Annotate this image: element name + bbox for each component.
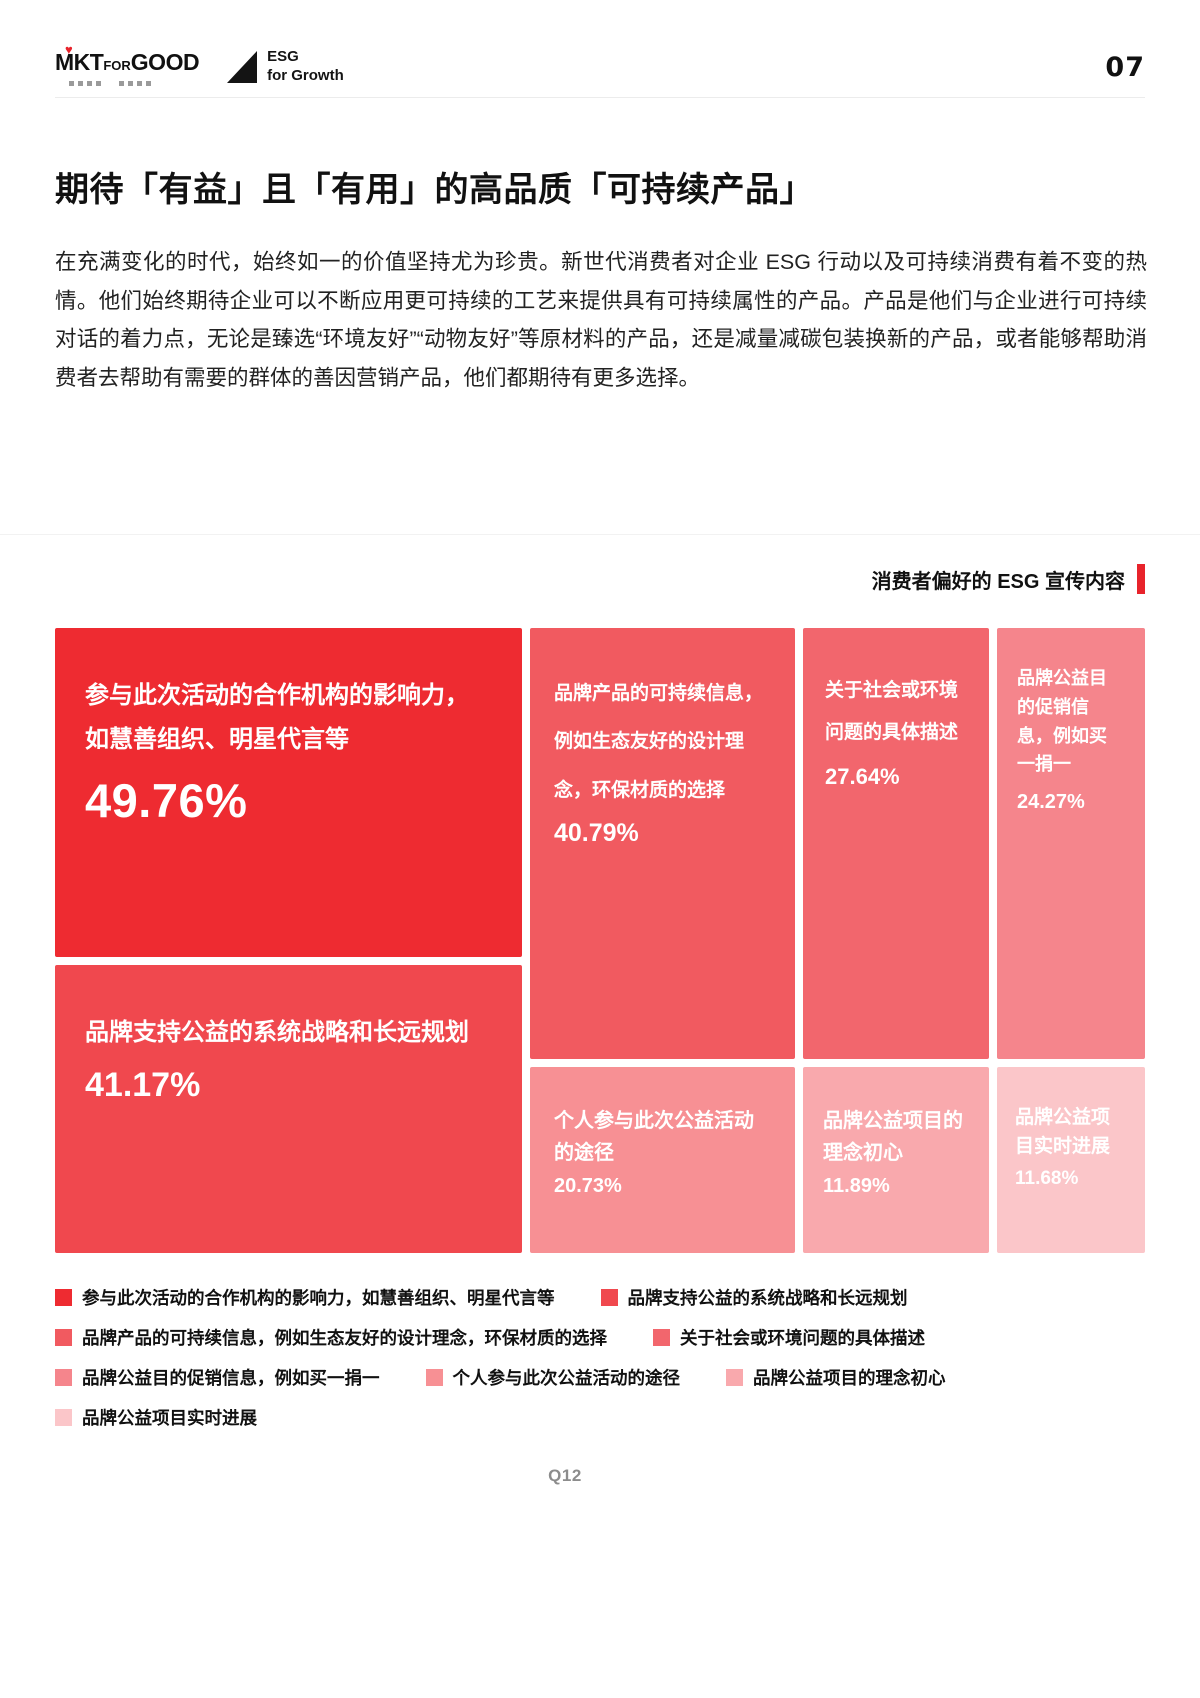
legend-label: 品牌公益目的促销信息，例如买一捐一 xyxy=(82,1368,380,1388)
block-label: 品牌公益目的促销信息，例如买一捐一 xyxy=(1017,668,1107,775)
treemap-block-sustainable-info: 品牌产品的可持续信息，例如生态友好的设计理念，环保材质的选择 40.79% xyxy=(530,628,795,1059)
legend-label: 品牌公益项目实时进展 xyxy=(82,1408,257,1428)
block-value: 11.89% xyxy=(823,1175,890,1197)
treemap-column-3: 关于社会或环境问题的具体描述 27.64% 品牌公益项目的理念初心 11.89% xyxy=(803,628,989,1253)
legend-label: 个人参与此次公益活动的途径 xyxy=(452,1368,681,1388)
logo-word-for: FOR xyxy=(103,57,131,73)
esg-logo-line2: for Growth xyxy=(267,67,344,84)
treemap-block-issue-description: 关于社会或环境问题的具体描述 27.64% xyxy=(803,628,989,1059)
treemap-block-project-mission: 品牌公益项目的理念初心 11.89% xyxy=(803,1067,989,1253)
legend-item: 个人参与此次公益活动的途径 xyxy=(425,1365,681,1390)
logo-letter-m: M xyxy=(55,48,74,75)
legend-item: 品牌支持公益的系统战略和长远规划 xyxy=(600,1285,908,1310)
mkt-logo-text: MKTFORGOOD xyxy=(55,48,200,76)
legend-label: 品牌产品的可持续信息，例如生态友好的设计理念，环保材质的选择 xyxy=(82,1328,607,1348)
legend-swatch xyxy=(55,1409,72,1426)
legend-swatch xyxy=(55,1289,72,1306)
block-label: 个人参与此次公益活动的途径 xyxy=(554,1110,754,1164)
esg-for-growth-logo: ESG for Growth xyxy=(227,48,344,86)
heart-icon: ♥ xyxy=(65,41,73,57)
legend-swatch xyxy=(425,1369,443,1386)
legend-item: 品牌产品的可持续信息，例如生态友好的设计理念，环保材质的选择 xyxy=(55,1325,607,1350)
treemap-block-strategy-plan: 品牌支持公益的系统战略和长远规划 41.17% xyxy=(55,965,522,1253)
block-value: 27.64% xyxy=(825,763,900,789)
legend-row: 品牌产品的可持续信息，例如生态友好的设计理念，环保材质的选择 关于社会或环境问题… xyxy=(55,1325,1147,1350)
legend-item: 品牌公益项目的理念初心 xyxy=(726,1365,946,1390)
legend-item: 品牌公益项目实时进展 xyxy=(55,1405,257,1430)
treemap-block-participation-path: 个人参与此次公益活动的途径 20.73% xyxy=(530,1067,795,1253)
block-label: 品牌公益项目实时进展 xyxy=(1015,1107,1111,1158)
body-paragraph: 在充满变化的时代，始终如一的价值坚持尤为珍贵。新世代消费者对企业 ESG 行动以… xyxy=(55,250,1147,390)
block-value: 11.68% xyxy=(1015,1167,1079,1189)
legend-label: 品牌公益项目的理念初心 xyxy=(753,1368,946,1388)
chart-legend: 参与此次活动的合作机构的影响力，如慧善组织、明星代言等 品牌支持公益的系统战略和… xyxy=(55,1285,1147,1430)
chart-caption: 消费者偏好的 ESG 宣传内容 xyxy=(871,570,1125,593)
treemap-column-2: 品牌产品的可持续信息，例如生态友好的设计理念，环保材质的选择 40.79% 个人… xyxy=(530,628,795,1253)
block-value: 40.79% xyxy=(554,819,639,848)
legend-swatch xyxy=(55,1329,72,1346)
treemap-block-project-progress: 品牌公益项目实时进展 11.68% xyxy=(997,1067,1145,1253)
treemap-column-1: 参与此次活动的合作机构的影响力，如慧善组织、明星代言等 49.76% 品牌支持公… xyxy=(55,628,522,1253)
treemap-block-promo-info: 品牌公益目的促销信息，例如买一捐一 24.27% xyxy=(997,628,1145,1059)
logo-word-good: GOOD xyxy=(130,48,200,75)
block-label: 品牌产品的可持续信息，例如生态友好的设计理念，环保材质的选择 xyxy=(554,683,764,801)
section-divider xyxy=(0,534,1200,535)
esg-logo-text: ESG for Growth xyxy=(267,48,344,86)
mkt-for-good-logo: ♥ MKTFORGOOD xyxy=(55,42,200,86)
block-label: 品牌公益项目的理念初心 xyxy=(823,1110,963,1164)
legend-label: 品牌支持公益的系统战略和长远规划 xyxy=(627,1288,908,1308)
legend-row: 品牌公益项目实时进展 xyxy=(55,1405,1147,1430)
legend-swatch xyxy=(55,1369,72,1386)
esg-logo-line1: ESG xyxy=(267,48,299,66)
block-label: 关于社会或环境问题的具体描述 xyxy=(825,680,959,743)
legend-swatch xyxy=(726,1369,743,1386)
legend-item: 参与此次活动的合作机构的影响力，如慧善组织、明星代言等 xyxy=(55,1285,555,1310)
block-value: 41.17% xyxy=(85,1066,201,1105)
block-value: 24.27% xyxy=(1017,791,1085,814)
source-question-label: Q12 xyxy=(548,1466,582,1485)
legend-label: 参与此次活动的合作机构的影响力，如慧善组织、明星代言等 xyxy=(82,1288,555,1308)
page-header: ♥ MKTFORGOOD ESG for Growth 07 xyxy=(55,38,1145,96)
legend-label: 关于社会或环境问题的具体描述 xyxy=(680,1328,925,1348)
page-title: 期待「有益」且「有用」的高品质「可持续产品」 xyxy=(55,171,814,209)
header-divider xyxy=(55,97,1145,98)
treemap-chart: 参与此次活动的合作机构的影响力，如慧善组织、明星代言等 49.76% 品牌支持公… xyxy=(55,628,1145,1253)
block-value: 49.76% xyxy=(85,773,248,827)
logo-tagline-marks xyxy=(55,80,199,86)
block-label: 品牌支持公益的系统战略和长远规划 xyxy=(85,1019,469,1046)
legend-row: 参与此次活动的合作机构的影响力，如慧善组织、明星代言等 品牌支持公益的系统战略和… xyxy=(55,1285,1147,1310)
legend-item: 关于社会或环境问题的具体描述 xyxy=(653,1325,925,1350)
legend-row: 品牌公益目的促销信息，例如买一捐一 个人参与此次公益活动的途径 品牌公益项目的理… xyxy=(55,1365,1147,1390)
legend-item: 品牌公益目的促销信息，例如买一捐一 xyxy=(55,1365,380,1390)
legend-swatch xyxy=(600,1289,618,1306)
caption-accent-bar xyxy=(1137,564,1145,594)
block-label: 参与此次活动的合作机构的影响力，如慧善组织、明星代言等 xyxy=(85,682,469,754)
logo-letters-kt: KT xyxy=(73,48,104,75)
block-value: 20.73% xyxy=(554,1175,622,1197)
esg-triangle-icon xyxy=(227,51,258,83)
chart-caption-row: 消费者偏好的 ESG 宣传内容 xyxy=(872,562,1145,596)
treemap-column-4: 品牌公益目的促销信息，例如买一捐一 24.27% 品牌公益项目实时进展 11.6… xyxy=(997,628,1145,1253)
treemap-block-partner-influence: 参与此次活动的合作机构的影响力，如慧善组织、明星代言等 49.76% xyxy=(55,628,522,957)
legend-swatch xyxy=(653,1329,670,1346)
page-number: 07 xyxy=(1105,51,1145,83)
